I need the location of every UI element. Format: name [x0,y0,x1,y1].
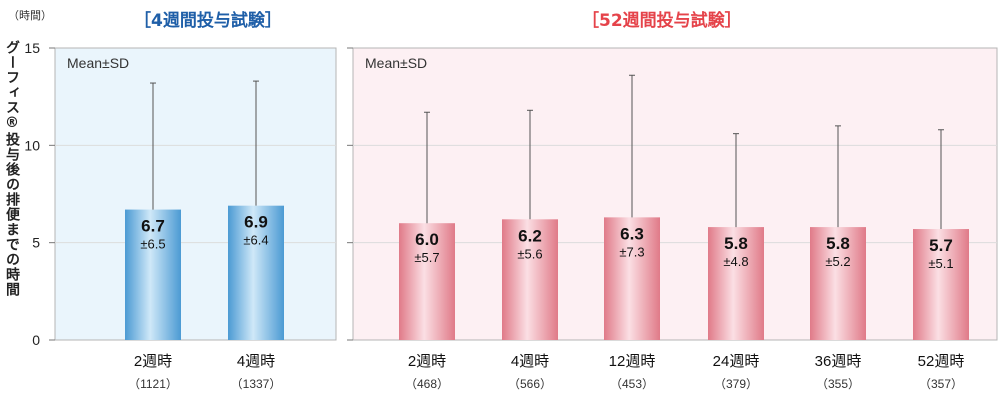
legend-mean-sd-52week: Mean±SD [365,55,427,71]
x-n-label: （357） [919,377,963,391]
x-n-label: （453） [610,377,654,391]
x-category-label: 4週時 [511,353,549,370]
value-label: 5.7 [929,236,953,255]
panel-background-52week [352,47,998,341]
sd-label: ±4.8 [723,254,748,269]
bar-52week [708,227,764,340]
bar-52week [913,229,969,340]
chart-title-4week: ［4週間投与試験］ [134,11,282,31]
x-n-label: （355） [816,377,860,391]
sd-label: ±6.5 [140,237,165,252]
x-n-label: （566） [508,377,552,391]
bar-52week [810,227,866,340]
y-tick-label: 10 [24,137,40,153]
value-label: 5.8 [826,234,850,253]
x-n-label: （1337） [231,377,282,391]
bar-52week [502,219,558,340]
bar-4week [125,209,181,340]
panel-background-4week [54,47,337,341]
x-n-label: （468） [405,377,449,391]
x-category-label: 24週時 [713,353,760,370]
sd-label: ±5.1 [928,256,953,271]
chart-title-52week: ［52週間投与試験］ [582,11,742,31]
value-label: 6.0 [415,230,439,249]
sd-label: ±7.3 [619,244,644,259]
value-label: 5.8 [724,234,748,253]
y-tick-label: 0 [32,332,40,348]
x-category-label: 2週時 [408,353,446,370]
y-tick-label: 5 [32,235,40,251]
sd-label: ±5.2 [825,254,850,269]
sd-label: ±5.7 [414,250,439,265]
value-label: 6.2 [518,226,542,245]
unit-label: （時間） [8,9,52,22]
y-axis-label: グーフィス®投与後の排便までの時間 [4,40,20,297]
x-category-label: 36週時 [815,353,862,370]
x-category-label: 12週時 [609,353,656,370]
value-label: 6.7 [141,217,165,236]
legend-mean-sd-4week: Mean±SD [67,55,129,71]
x-category-label: 2週時 [134,353,172,370]
x-category-label: 4週時 [237,353,275,370]
x-n-label: （379） [714,377,758,391]
sd-label: ±6.4 [243,233,268,248]
y-tick-label: 15 [24,40,40,56]
bar-52week [604,217,660,340]
x-category-label: 52週時 [918,353,965,370]
value-label: 6.9 [244,213,268,232]
sd-label: ±5.6 [517,246,542,261]
x-n-label: （1121） [128,377,178,391]
bar-4week [228,205,284,340]
bar-52week [399,223,455,340]
value-label: 6.3 [620,224,644,243]
